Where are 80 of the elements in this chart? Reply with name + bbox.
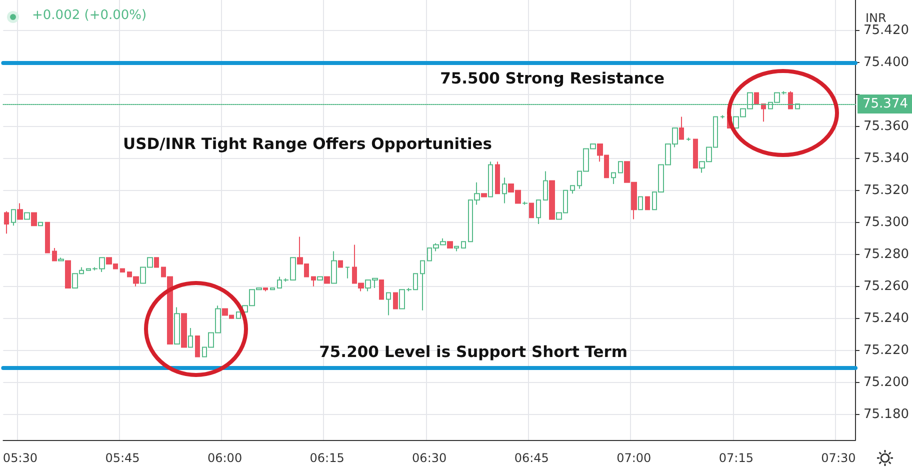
candlestick <box>31 212 37 226</box>
candlestick <box>393 292 398 310</box>
candlestick <box>58 257 64 262</box>
candlestick <box>11 209 16 226</box>
y-tick-label: 75.420 <box>864 22 910 38</box>
candlestick <box>420 260 425 311</box>
x-tick-label: 07:00 <box>616 451 652 465</box>
annotation: +0.002 (+0.00%) <box>32 8 147 23</box>
candlestick <box>618 161 623 174</box>
x-tick-label: 07:15 <box>718 451 754 465</box>
x-tick-label: 05:30 <box>2 451 38 465</box>
y-tick-label: 75.180 <box>864 406 910 422</box>
candlestick <box>52 248 57 262</box>
candlestick <box>331 250 337 284</box>
candlestick <box>45 222 50 254</box>
candlestick <box>4 210 9 234</box>
candlestick <box>120 268 125 272</box>
candlestick <box>522 201 528 206</box>
candlestick <box>65 260 71 288</box>
candlestick <box>570 185 575 194</box>
candlestick <box>495 161 500 194</box>
candlestick <box>174 306 180 344</box>
candlestick <box>502 177 507 204</box>
candlestick <box>154 257 159 268</box>
candlestick <box>461 241 466 248</box>
y-tick-label: 75.300 <box>864 214 910 230</box>
y-tick-label: 75.400 <box>864 54 910 70</box>
candlestick <box>788 90 793 110</box>
ref-line-label: 75.200 Level is Support Short Term <box>319 343 628 361</box>
candlestick <box>181 313 187 348</box>
candlestick <box>338 260 343 268</box>
candlestick <box>236 312 241 319</box>
candlestick <box>195 336 200 358</box>
candlestick <box>447 241 453 248</box>
candlestick <box>488 161 493 198</box>
candlestick <box>324 276 330 284</box>
x-tick-label: 05:45 <box>105 451 140 465</box>
candlestick <box>17 202 23 220</box>
y-tick-label: 75.220 <box>864 342 910 358</box>
candlestick <box>481 193 487 198</box>
candlestick <box>611 172 616 184</box>
y-axis-title: INR <box>866 11 886 25</box>
candlestick <box>543 170 548 200</box>
candlestick <box>638 196 643 210</box>
y-tick-label: 75.260 <box>864 278 910 294</box>
x-tick-label: 06:30 <box>412 451 447 465</box>
candlestick <box>188 328 193 348</box>
ref-line-label: 75.500 Strong Resistance <box>440 69 665 88</box>
x-tick-label: 07:30 <box>821 451 856 465</box>
y-tick-label: 75.240 <box>864 310 910 326</box>
candlestick <box>317 276 323 280</box>
candlestick <box>686 137 691 142</box>
ref-line-label: 75.374 <box>862 96 908 112</box>
candlestick <box>38 222 43 226</box>
candlestick <box>720 114 725 119</box>
x-tick-label: 06:45 <box>514 451 549 465</box>
candlestick <box>24 212 30 220</box>
text: USD/INR Tight Range Offers Opportunities <box>123 135 492 153</box>
candlestick <box>311 276 316 287</box>
candlestick <box>761 104 766 122</box>
y-tick-label: 75.340 <box>864 150 910 166</box>
y-tick-label: 75.280 <box>864 246 910 262</box>
y-tick-label: 75.200 <box>864 374 910 390</box>
x-tick-label: 06:15 <box>310 451 344 465</box>
candlestick <box>379 280 384 300</box>
candlestick <box>679 116 684 140</box>
y-tick-label: 75.360 <box>864 118 910 134</box>
candlestick <box>536 200 541 224</box>
candlestick <box>345 266 350 279</box>
candlestick <box>645 196 650 210</box>
candlestick <box>754 92 759 104</box>
y-tick-label: 75.320 <box>864 182 910 198</box>
candlestick <box>529 202 534 218</box>
candlestick <box>454 246 459 252</box>
x-tick-label: 06:00 <box>207 451 242 465</box>
candlestick <box>263 288 268 292</box>
candlestick <box>386 292 391 316</box>
candlestick <box>693 138 698 168</box>
candlestick <box>270 288 275 290</box>
candlestick <box>549 180 555 220</box>
